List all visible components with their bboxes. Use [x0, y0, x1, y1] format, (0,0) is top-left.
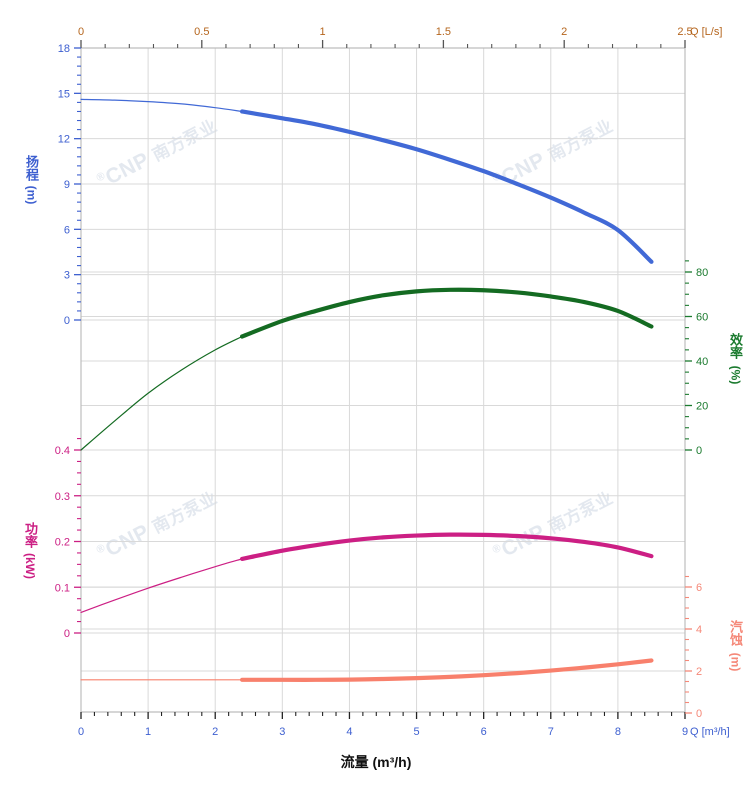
svg-text:0: 0 — [78, 26, 84, 38]
svg-text:1: 1 — [320, 26, 326, 38]
curve-power — [239, 532, 654, 561]
svg-text:80: 80 — [696, 267, 708, 279]
svg-text:0.4: 0.4 — [55, 445, 70, 457]
x-axis-title: 流量 (m³/h) — [340, 754, 412, 770]
axis-title-power: 功率 (kW) — [10, 522, 50, 579]
axis-title-npsh-text: 汽蚀 — [728, 620, 743, 646]
svg-text:60: 60 — [696, 312, 708, 324]
svg-text:6: 6 — [481, 726, 487, 738]
svg-text:7: 7 — [548, 726, 554, 738]
svg-text:0.1: 0.1 — [55, 582, 70, 594]
svg-text:40: 40 — [696, 356, 708, 368]
grid-layer — [80, 47, 686, 712]
svg-text:0.2: 0.2 — [55, 537, 70, 549]
ticks-layer — [74, 40, 692, 719]
svg-text:Q [m³/h]: Q [m³/h] — [690, 726, 730, 738]
axis-title-efficiency: 效率 (%) — [718, 333, 752, 385]
svg-text:4: 4 — [696, 624, 702, 636]
svg-text:15: 15 — [58, 88, 70, 100]
curves-layer — [80, 98, 654, 682]
axis-title-head-text: 扬程 — [24, 155, 39, 181]
axes-layer — [80, 47, 686, 713]
svg-text:20: 20 — [696, 401, 708, 413]
svg-text:8: 8 — [615, 726, 621, 738]
svg-text:3: 3 — [64, 270, 70, 282]
svg-text:5: 5 — [413, 726, 419, 738]
curve-npsh — [239, 658, 654, 682]
svg-text:1: 1 — [145, 726, 151, 738]
svg-text:0.3: 0.3 — [55, 491, 70, 503]
svg-text:9: 9 — [682, 726, 688, 738]
axis-unit-npsh: (m) — [727, 652, 742, 672]
curve-head — [239, 109, 654, 264]
svg-text:2: 2 — [561, 26, 567, 38]
svg-text:9: 9 — [64, 179, 70, 191]
labels-layer: 0 0.5 1 1.5 2 2.5Q [L/s]0 1 2 3 4 5 6 7 8 9 Q [m³/h]036… — [55, 26, 730, 738]
svg-text:0: 0 — [64, 628, 70, 640]
curve-efficiency — [239, 287, 654, 339]
svg-text:1.5: 1.5 — [436, 26, 451, 38]
axis-title-head: 扬程 (m) — [14, 155, 48, 205]
axis-title-power-text: 功率 — [23, 522, 38, 548]
svg-text:2: 2 — [696, 666, 702, 678]
axis-title-efficiency-text: 效率 — [728, 333, 743, 359]
svg-text:2.5: 2.5 — [677, 26, 692, 38]
svg-text:6: 6 — [64, 224, 70, 236]
svg-text:12: 12 — [58, 134, 70, 146]
svg-text:0: 0 — [64, 315, 70, 327]
curve-power-thin — [80, 558, 243, 614]
svg-text:0: 0 — [78, 726, 84, 738]
svg-text:Q [L/s]: Q [L/s] — [690, 26, 722, 38]
axis-title-npsh: 汽蚀 (m) — [718, 620, 752, 672]
svg-text:0: 0 — [696, 445, 702, 457]
svg-text:6: 6 — [696, 582, 702, 594]
curve-head-thin — [80, 98, 243, 113]
svg-text:0.5: 0.5 — [194, 26, 209, 38]
axis-unit-efficiency: (%) — [727, 365, 742, 385]
svg-text:0: 0 — [696, 708, 702, 720]
curve-efficiency-thin — [80, 335, 243, 451]
svg-text:18: 18 — [58, 43, 70, 55]
svg-text:4: 4 — [346, 726, 352, 738]
svg-text:2: 2 — [212, 726, 218, 738]
axis-unit-head: (m) — [23, 185, 38, 205]
svg-text:3: 3 — [279, 726, 285, 738]
axis-unit-power: (kW) — [23, 553, 37, 579]
